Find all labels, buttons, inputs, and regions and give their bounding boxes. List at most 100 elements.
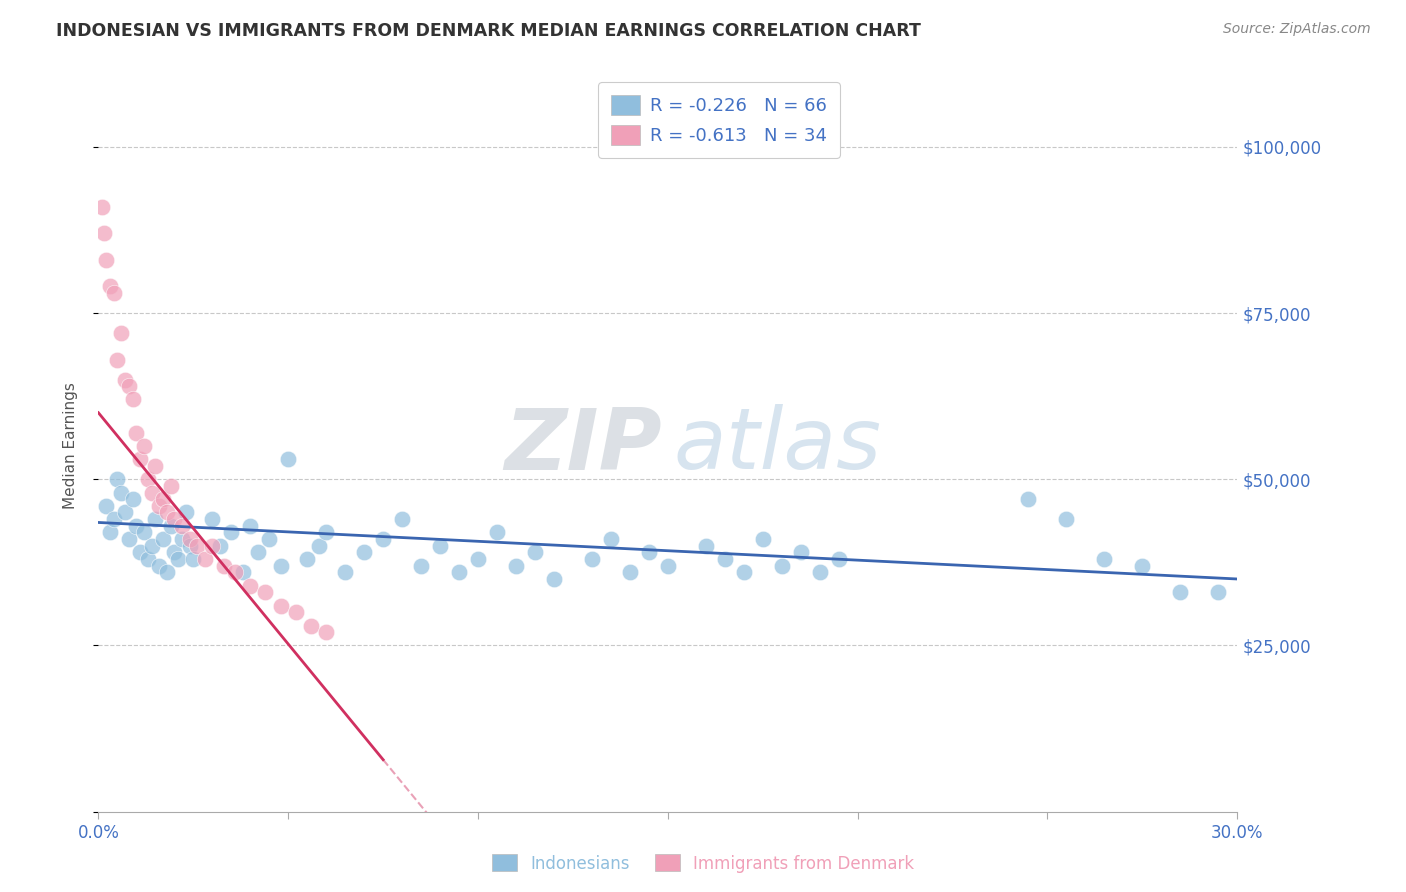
Point [1132, 558, 1154, 573]
Point [91, 200, 114, 214]
Point [752, 532, 775, 546]
Point [371, 532, 394, 546]
Point [808, 566, 831, 580]
Point [136, 552, 159, 566]
Point [159, 518, 181, 533]
Point [259, 532, 281, 546]
Point [657, 558, 679, 573]
Point [183, 552, 205, 566]
Point [1208, 585, 1230, 599]
Point [129, 545, 152, 559]
Point [103, 512, 125, 526]
Text: INDONESIAN VS IMMIGRANTS FROM DENMARK MEDIAN EARNINGS CORRELATION CHART: INDONESIAN VS IMMIGRANTS FROM DENMARK ME… [56, 22, 921, 40]
Point [391, 512, 413, 526]
Point [284, 605, 307, 619]
Point [110, 326, 132, 340]
Point [315, 525, 337, 540]
Point [353, 545, 375, 559]
Point [239, 579, 262, 593]
Point [411, 558, 433, 573]
Point [254, 585, 277, 599]
Point [543, 572, 565, 586]
Point [828, 552, 851, 566]
Point [524, 545, 547, 559]
Point [156, 506, 179, 520]
Point [179, 532, 201, 546]
Point [714, 552, 737, 566]
Point [212, 558, 235, 573]
Point [239, 518, 262, 533]
Point [1094, 552, 1116, 566]
Point [114, 372, 136, 386]
Point [429, 539, 451, 553]
Point [163, 545, 186, 559]
Point [733, 566, 755, 580]
Point [141, 539, 163, 553]
Point [118, 532, 141, 546]
Point [148, 558, 170, 573]
Point [194, 552, 217, 566]
Point [270, 558, 292, 573]
Point [98, 525, 121, 540]
Point [619, 566, 641, 580]
Point [179, 539, 201, 553]
Point [695, 539, 717, 553]
Point [297, 552, 319, 566]
Point [1056, 512, 1078, 526]
Point [208, 539, 231, 553]
Point [107, 472, 129, 486]
Point [201, 512, 224, 526]
Point [224, 566, 246, 580]
Point [581, 552, 603, 566]
Point [159, 479, 181, 493]
Point [770, 558, 793, 573]
Point [141, 485, 163, 500]
Point [486, 525, 509, 540]
Point [449, 566, 471, 580]
Point [94, 499, 117, 513]
Point [132, 525, 155, 540]
Point [132, 439, 155, 453]
Point [201, 539, 224, 553]
Point [1018, 492, 1040, 507]
Point [152, 532, 174, 546]
Point [277, 452, 299, 467]
Point [110, 485, 132, 500]
Point [232, 566, 254, 580]
Text: atlas: atlas [673, 404, 882, 488]
Legend: Indonesians, Immigrants from Denmark: Indonesians, Immigrants from Denmark [485, 847, 921, 880]
Point [118, 379, 141, 393]
Text: Source: ZipAtlas.com: Source: ZipAtlas.com [1223, 22, 1371, 37]
Point [186, 539, 208, 553]
Point [638, 545, 661, 559]
Point [93, 226, 115, 240]
Point [270, 599, 292, 613]
Point [167, 552, 190, 566]
Y-axis label: Median Earnings: Median Earnings [63, 383, 77, 509]
Point [152, 492, 174, 507]
Point [114, 506, 136, 520]
Point [221, 525, 243, 540]
Point [94, 252, 117, 267]
Point [335, 566, 357, 580]
Point [145, 512, 167, 526]
Point [163, 512, 186, 526]
Text: ZIP: ZIP [505, 404, 662, 488]
Point [308, 539, 330, 553]
Point [121, 492, 143, 507]
Point [156, 566, 179, 580]
Point [246, 545, 269, 559]
Point [174, 506, 197, 520]
Point [125, 425, 148, 440]
Point [98, 279, 121, 293]
Point [315, 625, 337, 640]
Point [125, 518, 148, 533]
Point [505, 558, 527, 573]
Point [107, 352, 129, 367]
Point [299, 618, 322, 632]
Point [121, 392, 143, 407]
Legend: R = -0.226   N = 66, R = -0.613   N = 34: R = -0.226 N = 66, R = -0.613 N = 34 [598, 82, 841, 158]
Point [103, 286, 125, 301]
Point [136, 472, 159, 486]
Point [170, 518, 193, 533]
